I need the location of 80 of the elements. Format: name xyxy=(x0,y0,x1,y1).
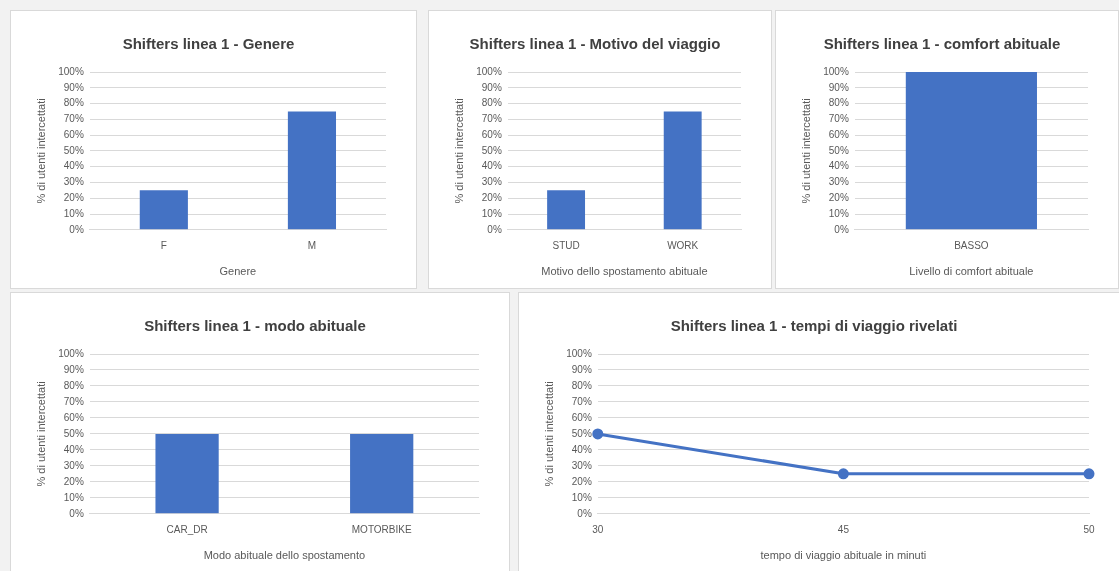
x-tick-label: 45 xyxy=(837,523,850,535)
x-tick-label: CAR_DR xyxy=(166,523,208,535)
y-tick-label: 40% xyxy=(481,160,502,172)
y-tick-label: 40% xyxy=(828,160,849,172)
y-tick-label: 100% xyxy=(58,347,84,359)
y-tick-label: 20% xyxy=(828,191,849,203)
y-tick-label: 60% xyxy=(481,128,502,140)
y-tick-label: 20% xyxy=(63,191,84,203)
chart-title: Shifters linea 1 - comfort abituale xyxy=(823,35,1061,53)
y-tick-label: 0% xyxy=(577,507,592,519)
y-tick-label: 50% xyxy=(63,144,84,156)
y-tick-label: 90% xyxy=(63,363,84,375)
y-tick-label: 50% xyxy=(481,144,502,156)
y-axis-title: % di utenti intercettati xyxy=(542,381,555,487)
y-tick-label: 80% xyxy=(63,379,84,391)
y-axis-title: % di utenti intercettati xyxy=(452,98,465,204)
x-axis-title: Genere xyxy=(219,265,257,278)
y-tick-label: 50% xyxy=(828,144,849,156)
y-tick-label: 70% xyxy=(63,113,84,125)
y-tick-label: 30% xyxy=(63,459,84,471)
y-tick-label: 40% xyxy=(63,443,84,455)
y-tick-label: 30% xyxy=(63,176,84,188)
y-tick-label: 30% xyxy=(481,176,502,188)
y-tick-label: 50% xyxy=(571,427,592,439)
y-tick-label: 90% xyxy=(571,363,592,375)
y-tick-label: 40% xyxy=(571,443,592,455)
y-tick-label: 10% xyxy=(481,207,502,219)
y-tick-label: 20% xyxy=(571,475,592,487)
y-tick-label: 20% xyxy=(63,475,84,487)
y-tick-label: 90% xyxy=(481,81,502,93)
y-tick-label: 70% xyxy=(481,113,502,125)
y-tick-label: 80% xyxy=(571,379,592,391)
x-tick-label: M xyxy=(307,239,317,251)
x-tick-label: F xyxy=(160,239,167,251)
y-tick-label: 30% xyxy=(571,459,592,471)
x-tick-label: WORK xyxy=(667,239,699,251)
chart-title: Shifters linea 1 - modo abituale xyxy=(144,317,366,335)
x-tick-label: STUD xyxy=(552,239,580,251)
y-tick-label: 0% xyxy=(69,223,84,235)
y-tick-label: 60% xyxy=(63,128,84,140)
x-tick-label: 50 xyxy=(1083,523,1095,535)
y-tick-label: 100% xyxy=(566,347,592,359)
y-tick-label: 90% xyxy=(828,81,849,93)
chart-title: Shifters linea 1 - tempi di viaggio rivelati xyxy=(670,317,958,335)
y-tick-label: 80% xyxy=(63,97,84,109)
x-tick-label: MOTORBIKE xyxy=(351,523,412,535)
y-tick-label: 10% xyxy=(63,207,84,219)
y-tick-label: 10% xyxy=(571,491,592,503)
y-tick-label: 10% xyxy=(828,207,849,219)
y-axis-title: % di utenti intercettati xyxy=(799,98,812,204)
y-tick-label: 70% xyxy=(828,113,849,125)
y-tick-label: 80% xyxy=(481,97,502,109)
y-tick-label: 20% xyxy=(481,191,502,203)
y-tick-label: 70% xyxy=(63,395,84,407)
x-axis-title: Motivo dello spostamento abituale xyxy=(541,265,708,278)
x-axis-title: tempo di viaggio abituale in minuti xyxy=(760,549,927,562)
y-axis-title: % di utenti intercettati xyxy=(34,381,47,487)
x-axis-title: Modo abituale dello spostamento xyxy=(203,549,366,562)
y-tick-label: 70% xyxy=(571,395,592,407)
x-axis-title: Livello di comfort abituale xyxy=(909,265,1034,278)
y-tick-label: 60% xyxy=(828,128,849,140)
x-tick-label: BASSO xyxy=(954,239,989,251)
y-tick-label: 50% xyxy=(63,427,84,439)
y-tick-label: 60% xyxy=(63,411,84,423)
chart-title: Shifters linea 1 - Genere xyxy=(122,35,295,53)
x-tick-label: 30 xyxy=(592,523,604,535)
y-tick-label: 80% xyxy=(828,97,849,109)
y-tick-label: 30% xyxy=(828,176,849,188)
y-tick-label: 0% xyxy=(487,223,502,235)
y-tick-label: 100% xyxy=(476,65,502,77)
y-tick-label: 0% xyxy=(69,507,84,519)
y-tick-label: 90% xyxy=(63,81,84,93)
y-tick-label: 0% xyxy=(834,223,849,235)
y-tick-label: 100% xyxy=(58,65,84,77)
y-axis-title: % di utenti intercettati xyxy=(34,98,47,204)
chart-title: Shifters linea 1 - Motivo del viaggio xyxy=(469,35,721,53)
y-tick-label: 60% xyxy=(571,411,592,423)
y-tick-label: 100% xyxy=(823,65,849,77)
y-tick-label: 10% xyxy=(63,491,84,503)
y-tick-label: 40% xyxy=(63,160,84,172)
